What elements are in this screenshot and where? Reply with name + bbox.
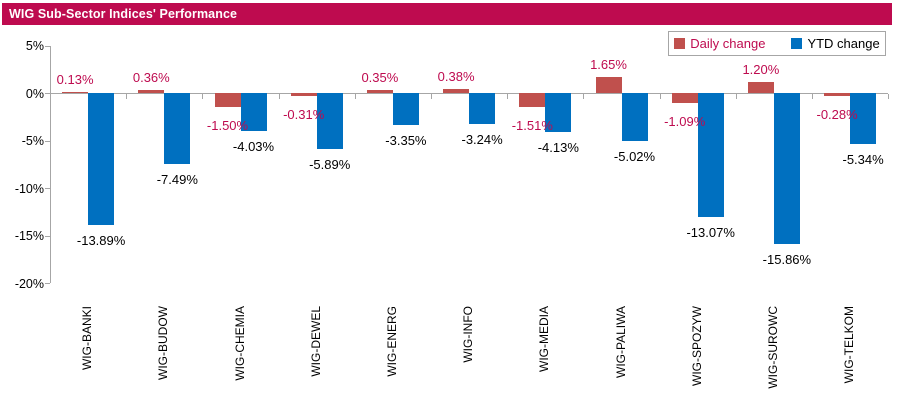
ytd-change-value: -4.03%: [232, 139, 275, 155]
daily-change-bar: [443, 89, 470, 93]
ytd-change-bar: [240, 93, 267, 132]
daily-change-value: 1.20%: [742, 61, 780, 77]
ytd-change-bar: [697, 93, 724, 218]
x-axis-tick: [888, 94, 890, 99]
ytd-change-bar: [545, 93, 572, 133]
ytd-change-value: -5.89%: [309, 156, 351, 172]
ytd-change-bar: [850, 93, 877, 144]
daily-change-value: -0.28%: [816, 106, 858, 122]
daily-change-bar: [290, 93, 317, 96]
x-axis-category-label: WIG-CHEMIA: [232, 306, 247, 381]
x-axis-category-label: WIG-ENERG: [384, 306, 399, 377]
y-axis-tick: [45, 188, 50, 189]
legend-label-daily: Daily change: [690, 36, 766, 51]
daily-change-bar: [824, 93, 851, 96]
daily-change-value: 0.38%: [437, 69, 475, 85]
x-axis-tick: [659, 94, 661, 99]
daily-change-value: 0.13%: [56, 71, 94, 87]
y-axis-label: -20%: [14, 276, 44, 291]
ytd-change-bar: [392, 93, 419, 125]
daily-change-bar: [519, 93, 546, 108]
x-axis-category-label: WIG-SPOZYW: [689, 306, 704, 386]
x-axis-tick: [812, 94, 813, 99]
x-axis-tick: [431, 94, 432, 99]
ytd-change-value: -5.02%: [613, 148, 656, 164]
x-axis-category-label: WIG-INFO: [461, 306, 476, 363]
ytd-change-value: -7.49%: [156, 172, 198, 188]
legend-item-daily: Daily change: [674, 36, 765, 51]
daily-change-value: 0.36%: [132, 69, 170, 85]
y-axis-label: -5%: [21, 134, 44, 148]
x-axis-category-label: WIG-BUDOW: [156, 306, 171, 380]
x-axis-tick: [507, 94, 509, 99]
daily-change-bar: [747, 81, 774, 93]
ytd-change-value: -13.89%: [76, 232, 126, 248]
daily-change-value: -1.51%: [511, 118, 553, 134]
ytd-change-value: -4.13%: [537, 140, 579, 156]
legend: Daily change YTD change: [668, 31, 886, 56]
y-axis-label: 5%: [25, 39, 44, 53]
chart-title: WIG Sub-Sector Indices' Performance: [2, 3, 892, 25]
legend-item-ytd: YTD change: [791, 36, 880, 51]
x-axis-tick: [278, 94, 280, 99]
daily-change-bar: [138, 89, 165, 93]
daily-change-value: -1.09%: [664, 114, 706, 130]
daily-change-bar: [366, 89, 393, 93]
ytd-change-swatch-icon: [791, 38, 803, 49]
x-axis-tick: [202, 94, 204, 99]
ytd-change-value: -5.34%: [842, 151, 884, 167]
y-axis-tick: [45, 235, 50, 237]
x-axis-category-label: WIG-SUROWC: [765, 306, 780, 389]
ytd-change-value: -15.86%: [762, 251, 812, 267]
ytd-change-bar: [316, 93, 343, 149]
ytd-change-value: -13.07%: [686, 225, 735, 241]
daily-change-swatch-icon: [674, 38, 686, 49]
ytd-change-bar: [621, 93, 648, 141]
x-axis-tick: [735, 94, 737, 99]
daily-change-value: -1.50%: [206, 118, 249, 134]
y-axis-label: -10%: [14, 181, 44, 196]
x-axis-category-label: WIG-BANKI: [80, 306, 95, 371]
legend-label-ytd: YTD change: [807, 36, 880, 51]
daily-change-bar: [214, 93, 241, 108]
ytd-change-value: -3.35%: [385, 132, 427, 148]
daily-change-bar: [595, 77, 622, 93]
x-axis-tick: [126, 94, 128, 99]
y-axis-label: 0%: [25, 86, 44, 101]
x-axis-category-label: WIG-PALIWA: [613, 306, 628, 378]
ytd-change-bar: [164, 93, 191, 165]
y-axis-label: -15%: [14, 229, 44, 243]
y-axis-tick: [45, 140, 50, 142]
x-axis-category-label: WIG-TELKOM: [842, 306, 857, 384]
daily-change-bar: [62, 91, 89, 93]
daily-change-value: 0.35%: [361, 69, 399, 85]
daily-change-value: -0.31%: [283, 106, 325, 122]
y-axis: [50, 45, 51, 283]
x-axis-category-label: WIG-MEDIA: [537, 306, 552, 372]
x-axis-category-label: WIG-DEWEL: [308, 306, 323, 377]
ytd-change-bar: [773, 93, 800, 244]
x-axis-tick: [583, 94, 585, 99]
x-axis-tick: [50, 94, 51, 99]
y-axis-tick: [45, 283, 50, 284]
y-axis-tick: [45, 93, 50, 94]
daily-change-value: 1.65%: [590, 57, 627, 73]
y-axis-tick: [45, 45, 50, 47]
ytd-change-value: -3.24%: [461, 131, 503, 147]
daily-change-bar: [671, 93, 698, 104]
ytd-change-bar: [469, 93, 496, 124]
x-axis-tick: [354, 94, 356, 99]
ytd-change-bar: [88, 93, 115, 225]
